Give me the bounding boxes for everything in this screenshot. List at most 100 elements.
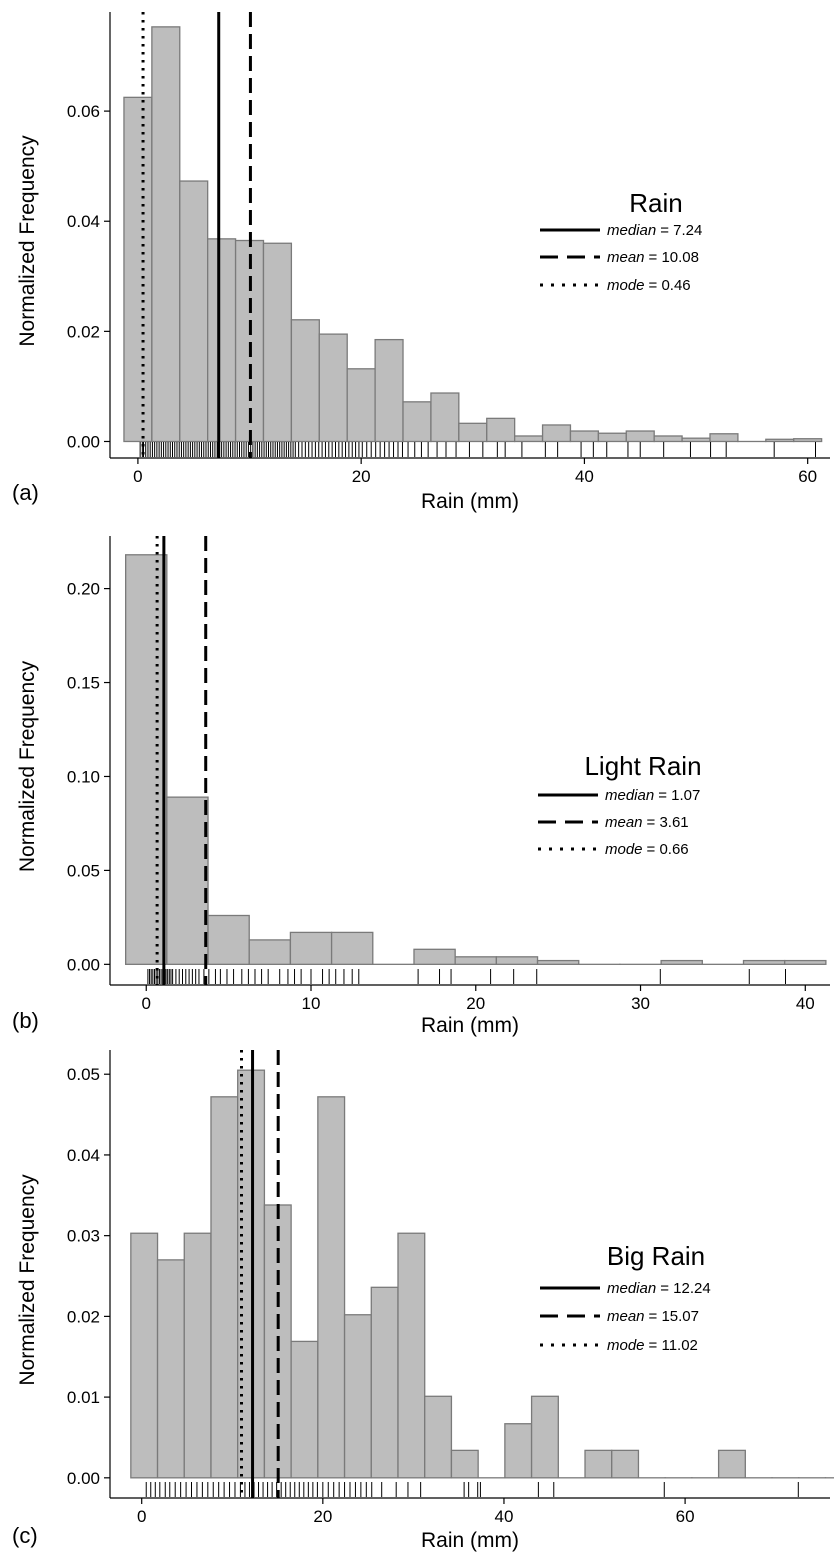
histogram-bar bbox=[248, 939, 292, 965]
histogram-bar bbox=[611, 1449, 640, 1479]
legend-stat-name: mode bbox=[605, 841, 643, 858]
rug-marks bbox=[147, 969, 787, 984]
x-tick-label: 40 bbox=[495, 1507, 514, 1526]
x-tick-label: 60 bbox=[676, 1507, 695, 1526]
histogram-bar bbox=[504, 1423, 533, 1479]
histogram-bar bbox=[454, 956, 498, 965]
chart-panel-c: 0.00 0.01 0.02 0.03 0.04 0.05 0 20 40 60 Rain (mm)… bbox=[12, 1050, 834, 1552]
histogram-bar bbox=[793, 438, 823, 443]
y-tick-label: 0.02 bbox=[67, 322, 100, 341]
histogram-bar bbox=[514, 435, 544, 443]
histogram-bar bbox=[166, 796, 209, 965]
legend-title: Big Rain bbox=[607, 1241, 705, 1271]
panel-label: (b) bbox=[12, 1008, 39, 1033]
legend-entry-median: median = 12.24 bbox=[607, 1280, 711, 1297]
legend-stat-name: mode bbox=[607, 1337, 645, 1354]
x-tick-label: 20 bbox=[352, 467, 371, 486]
histogram-bar bbox=[210, 1096, 239, 1479]
legend-stat-value: = 0.46 bbox=[649, 277, 691, 294]
chart-panel-a: 0.00 0.02 0.04 0.06 0 20 40 60 Rain (mm) Normaliz… bbox=[12, 12, 830, 513]
legend-entry-mode: mode = 0.46 bbox=[607, 277, 691, 294]
histogram-bar bbox=[125, 554, 168, 965]
y-tick-label: 0.02 bbox=[67, 1307, 100, 1326]
legend-stat-name: mode bbox=[607, 277, 645, 294]
rug-marks bbox=[145, 1482, 799, 1497]
histogram-bar bbox=[717, 1449, 746, 1479]
histogram-bar bbox=[709, 433, 739, 443]
y-tick-label: 0.10 bbox=[67, 767, 100, 786]
legend-stat-value: = 11.02 bbox=[649, 1337, 698, 1354]
histogram-bar bbox=[343, 1314, 372, 1479]
x-tick-label: 20 bbox=[466, 994, 485, 1013]
chart-panel-b: 0.00 0.05 0.10 0.15 0.20 0 10 20 30 40 Rain (mm) No… bbox=[12, 536, 830, 1037]
legend-entry-median: median = 7.24 bbox=[607, 222, 702, 239]
histogram-bar bbox=[289, 931, 333, 965]
histogram-bar bbox=[784, 959, 827, 965]
panel-label: (c) bbox=[12, 1523, 38, 1548]
legend-stat-name: median bbox=[607, 222, 656, 239]
legend-entry-mean: mean = 10.08 bbox=[607, 249, 699, 266]
legend-stat-name: mean bbox=[605, 814, 643, 831]
histogram-bar bbox=[742, 959, 786, 965]
histogram-bar bbox=[458, 422, 488, 443]
y-tick-label: 0.15 bbox=[67, 674, 100, 693]
x-tick-label: 0 bbox=[142, 994, 151, 1013]
rug-marks bbox=[139, 442, 816, 457]
histogram-bar bbox=[318, 333, 348, 443]
histogram-bar bbox=[317, 1096, 346, 1479]
legend-stat-value: = 0.66 bbox=[647, 841, 689, 858]
y-axis-title: Normalized Frequency bbox=[16, 660, 39, 872]
histogram-bar bbox=[290, 1340, 319, 1479]
y-tick-label: 0.06 bbox=[67, 102, 100, 121]
histogram-bar bbox=[402, 401, 432, 443]
y-tick-label: 0.01 bbox=[67, 1388, 100, 1407]
histogram-bar bbox=[653, 435, 683, 443]
histogram-bar bbox=[486, 417, 516, 443]
x-tick-label: 10 bbox=[302, 994, 321, 1013]
legend-stat-name: median bbox=[605, 787, 654, 804]
y-tick-label: 0.05 bbox=[67, 861, 100, 880]
histogram-bar bbox=[424, 1395, 453, 1479]
y-tick-label: 0.03 bbox=[67, 1227, 100, 1246]
histogram-bar bbox=[346, 368, 376, 443]
legend-stat-value: = 3.61 bbox=[647, 814, 689, 831]
histogram-bar bbox=[290, 319, 320, 443]
legend-entry-mode: mode = 0.66 bbox=[605, 841, 689, 858]
histogram-bar bbox=[660, 959, 703, 965]
histogram-bar bbox=[151, 26, 181, 443]
x-axis-title: Rain (mm) bbox=[421, 1529, 519, 1552]
histogram-bar bbox=[765, 438, 795, 443]
legend-title: Light Rain bbox=[584, 751, 701, 781]
x-tick-label: 40 bbox=[575, 467, 594, 486]
x-tick-label: 30 bbox=[631, 994, 650, 1013]
histogram-bar bbox=[207, 914, 250, 965]
legend-entry-mode: mode = 11.02 bbox=[607, 1337, 698, 1354]
histogram-bar bbox=[625, 430, 655, 443]
y-tick-label: 0.04 bbox=[67, 212, 100, 231]
histogram-bar bbox=[123, 96, 153, 443]
y-tick-label: 0.00 bbox=[67, 955, 100, 974]
histogram-bar bbox=[541, 424, 572, 443]
legend: Rain median = 7.24 mean = 10.08 mode = 0.46 bbox=[540, 188, 702, 294]
y-axis-title: Normalized Frequency bbox=[16, 135, 39, 347]
histogram-bar bbox=[413, 948, 456, 965]
histogram-bar bbox=[495, 956, 539, 965]
legend-stat-name: mean bbox=[607, 1308, 645, 1325]
legend-stat-value: = 7.24 bbox=[660, 222, 702, 239]
histogram-bar bbox=[569, 430, 600, 443]
histogram-bar bbox=[183, 1232, 212, 1479]
legend-stat-name: mean bbox=[607, 249, 645, 266]
x-axis-title: Rain (mm) bbox=[421, 490, 519, 513]
histogram-bar bbox=[330, 931, 374, 965]
y-tick-label: 0.00 bbox=[67, 1469, 100, 1488]
x-tick-label: 60 bbox=[798, 467, 817, 486]
x-tick-label: 40 bbox=[796, 994, 815, 1013]
histogram-bar bbox=[597, 432, 627, 443]
histogram-bar bbox=[179, 180, 209, 443]
legend-entry-mean: mean = 3.61 bbox=[605, 814, 689, 831]
legend-stat-value: = 1.07 bbox=[658, 787, 700, 804]
histogram-bar bbox=[450, 1449, 479, 1479]
legend-title: Rain bbox=[629, 188, 682, 218]
